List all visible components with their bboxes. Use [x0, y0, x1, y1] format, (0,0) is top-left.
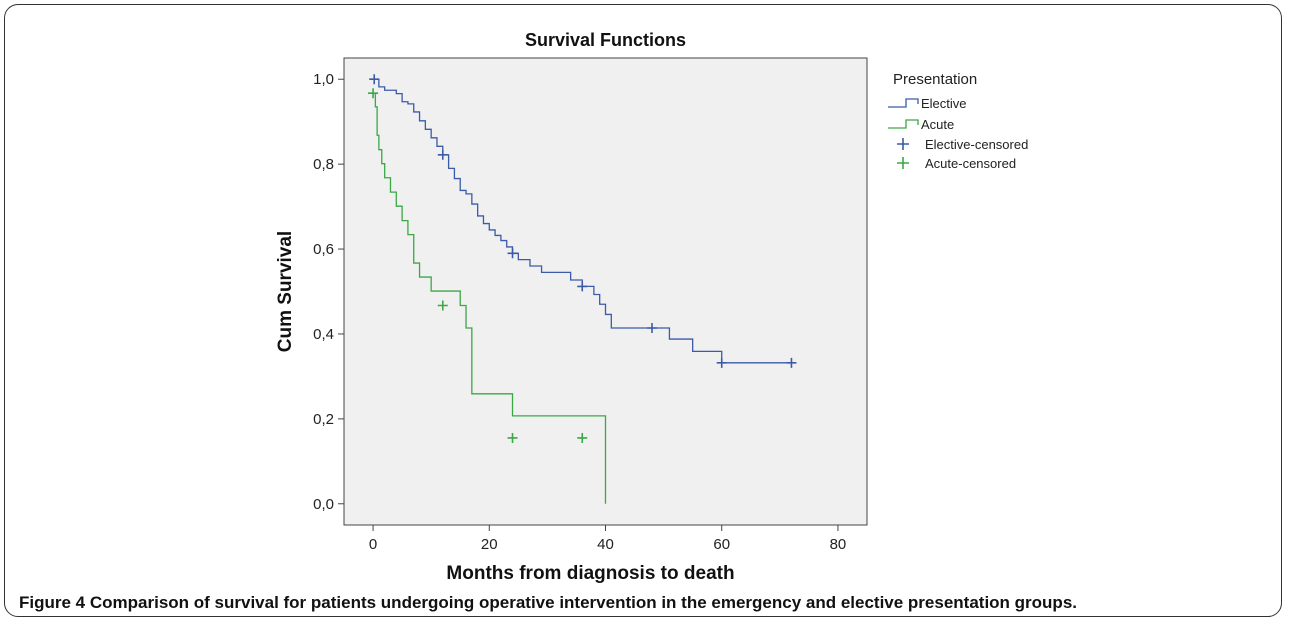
- censor-mark-elective: [646, 323, 657, 334]
- censor-mark-elective: [507, 248, 518, 259]
- y-tick-label: 0,2: [313, 411, 334, 428]
- caption-text: Comparison of survival for patients unde…: [89, 593, 1077, 612]
- legend-swatch-censor: [897, 157, 909, 169]
- figure-label: Figure 4: [19, 593, 86, 612]
- legend-entry: Acute: [921, 117, 954, 132]
- y-tick-label: 0,8: [313, 156, 334, 173]
- x-tick-label: 80: [830, 536, 847, 553]
- legend-entry: Elective-censored: [925, 137, 1028, 152]
- censor-mark-elective: [716, 357, 727, 368]
- x-tick-label: 0: [369, 536, 377, 553]
- censor-mark-elective: [369, 74, 380, 85]
- censor-mark-acute: [437, 300, 448, 311]
- y-tick-label: 0,4: [313, 326, 334, 343]
- legend-entry: Elective: [921, 96, 967, 111]
- y-tick-label: 0,6: [313, 241, 334, 258]
- chart-title: Survival Functions: [525, 30, 686, 50]
- x-tick-label: 60: [713, 536, 730, 553]
- legend-title: Presentation: [893, 71, 977, 88]
- survival-chart: Survival Functions 0,0 0,2 0,4 0,6 0,8 1,0 0 20 4…: [275, 30, 1028, 584]
- figure-caption: Figure 4 Comparison of survival for pati…: [19, 593, 1077, 613]
- censor-mark-acute: [577, 432, 588, 443]
- series-line-elective: [373, 78, 792, 364]
- y-tick-label: 0,0: [313, 496, 334, 513]
- censor-mark-elective: [786, 357, 797, 368]
- x-tick-label: 40: [597, 536, 614, 553]
- y-axis-label: Cum Survival: [275, 231, 296, 352]
- x-tick-label: 20: [481, 536, 498, 553]
- y-tick-label: 1,0: [313, 71, 334, 88]
- legend-swatch-line: [888, 98, 919, 108]
- legend-swatch-line: [888, 119, 919, 129]
- series-line-acute: [373, 92, 607, 504]
- censor-mark-acute: [368, 88, 379, 99]
- censor-mark-elective: [437, 149, 448, 160]
- legend-swatch-censor: [897, 138, 909, 150]
- legend-entry: Acute-censored: [925, 156, 1016, 171]
- censor-mark-acute: [507, 432, 518, 443]
- censor-mark-elective: [577, 281, 588, 292]
- x-axis-label: Months from diagnosis to death: [446, 563, 734, 584]
